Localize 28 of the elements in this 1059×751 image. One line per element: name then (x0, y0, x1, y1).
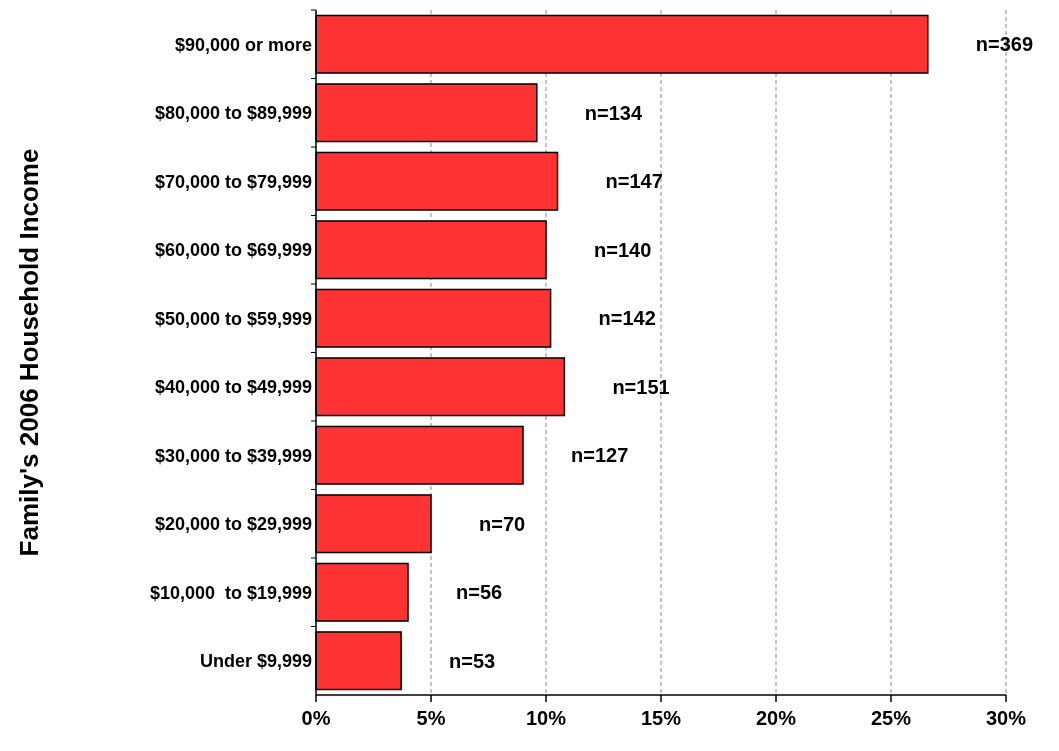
y-tick-label: $40,000 to $49,999 (154, 377, 312, 398)
annotation: n=151 (612, 375, 670, 398)
annotation: n=53 (449, 649, 496, 672)
y-tick-label: Under $9,999 (199, 651, 312, 672)
annotation: n=70 (479, 512, 526, 535)
x-tick-label: 25% (870, 707, 912, 729)
annotation: n=134 (584, 101, 643, 124)
annotation: n=127 (571, 444, 629, 467)
annotation: n=142 (598, 307, 656, 330)
y-tick-label: $50,000 to $59,999 (154, 308, 312, 329)
x-tick-label: 15% (640, 707, 682, 729)
annotation: n=147 (605, 170, 663, 193)
x-tick-label: 0% (301, 707, 331, 729)
y-tick-label: $80,000 to $89,999 (154, 103, 312, 124)
x-tick-label: 20% (755, 707, 797, 729)
y-tick-label: $20,000 to $29,999 (154, 514, 312, 535)
x-tick-label: 5% (416, 707, 446, 729)
annotation: n=140 (594, 238, 652, 261)
annotation: n=369 (975, 33, 1034, 56)
y-axis-title: Family's 2006 Household Income (14, 148, 44, 557)
y-tick-label: $60,000 to $69,999 (154, 240, 312, 261)
x-tick-label: 10% (525, 707, 567, 729)
y-tick-label: $70,000 to $79,999 (154, 171, 312, 192)
x-tick-label: 30% (985, 707, 1027, 729)
y-tick-label: $30,000 to $39,999 (154, 445, 312, 466)
y-tick-label: $90,000 or more (174, 34, 312, 55)
y-tick-label: $10,000 to $19,999 (149, 582, 312, 603)
annotation: n=56 (456, 581, 503, 604)
